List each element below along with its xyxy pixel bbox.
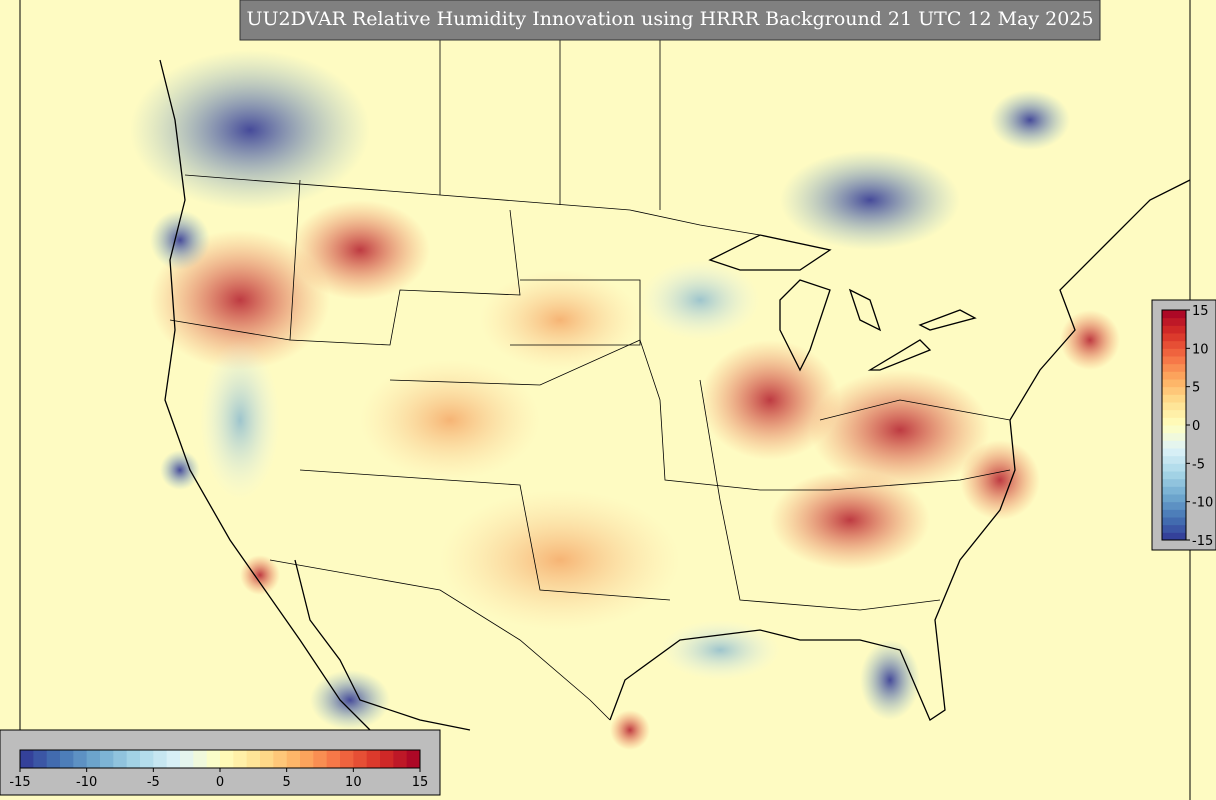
colorbar-tick-label: 10 bbox=[1192, 342, 1209, 357]
colorbar-tick-label: -5 bbox=[147, 775, 160, 790]
colorbar-step bbox=[153, 750, 168, 768]
colorbar-tick-label: 0 bbox=[1192, 419, 1200, 434]
colorbar-step bbox=[1162, 325, 1186, 334]
title-box bbox=[239, 0, 1101, 41]
colorbar-step bbox=[1162, 524, 1186, 533]
colorbar-step bbox=[20, 750, 34, 768]
colorbar-step bbox=[393, 750, 408, 768]
colorbar-step bbox=[380, 750, 394, 768]
colorbar-step bbox=[1162, 317, 1186, 326]
colorbar-step bbox=[273, 750, 288, 768]
colorbar-tick-label: 10 bbox=[345, 775, 362, 790]
colorbar-step bbox=[260, 750, 274, 768]
colorbar-step bbox=[1162, 432, 1186, 441]
colorbar-step bbox=[1162, 463, 1186, 472]
colorbar-step bbox=[353, 750, 368, 768]
colorbar-step bbox=[206, 750, 221, 768]
colorbar-step bbox=[1162, 471, 1186, 480]
colorbar-step bbox=[86, 750, 101, 768]
colorbar-step bbox=[313, 750, 328, 768]
colorbar-tick-label: -10 bbox=[1192, 496, 1213, 511]
colorbar-step bbox=[1162, 340, 1186, 349]
colorbar-step bbox=[140, 750, 154, 768]
colorbar-step bbox=[73, 750, 88, 768]
colorbar-step bbox=[406, 750, 421, 768]
colorbar-step bbox=[126, 750, 141, 768]
colorbar-step bbox=[1162, 448, 1186, 457]
colorbar-step bbox=[1162, 425, 1186, 434]
colorbar-step bbox=[1162, 310, 1186, 319]
colorbar-step bbox=[60, 750, 74, 768]
colorbar-step bbox=[1162, 356, 1186, 365]
colorbar-tick-label: 15 bbox=[1192, 304, 1209, 319]
colorbar-step bbox=[1162, 501, 1186, 510]
colorbar-step bbox=[1162, 486, 1186, 495]
colorbar-step bbox=[300, 750, 314, 768]
colorbar-step bbox=[1162, 394, 1186, 403]
colorbar-step bbox=[180, 750, 194, 768]
colorbar-tick-label: -15 bbox=[9, 775, 30, 790]
colorbar-step bbox=[1162, 363, 1186, 372]
colorbar-step bbox=[1162, 494, 1186, 503]
colorbar-step bbox=[1162, 379, 1186, 388]
colorbar-step bbox=[1162, 532, 1186, 541]
colorbar-tick-label: 0 bbox=[216, 775, 224, 790]
colorbar-step bbox=[46, 750, 61, 768]
colorbar-step bbox=[1162, 509, 1186, 518]
colorbar-tick-label: 5 bbox=[283, 775, 291, 790]
colorbar-step bbox=[1162, 371, 1186, 380]
colorbar-step bbox=[1162, 517, 1186, 526]
borders bbox=[169, 0, 1011, 721]
colorbar-step bbox=[1162, 348, 1186, 357]
colorbar-step bbox=[33, 750, 48, 768]
colorbar-step bbox=[166, 750, 181, 768]
colorbar-step bbox=[1162, 386, 1186, 395]
map-title: UU2DVAR Relative Humidity Innovation usi… bbox=[246, 8, 1093, 30]
colorbar-step bbox=[193, 750, 208, 768]
colorbar-step bbox=[246, 750, 261, 768]
colorbar-tick-label: -10 bbox=[76, 775, 97, 790]
colorbar-step bbox=[100, 750, 114, 768]
colorbar-step bbox=[1162, 455, 1186, 464]
colorbar-tick-label: 5 bbox=[1192, 381, 1200, 396]
colorbar-step bbox=[1162, 333, 1186, 342]
colorbar-step bbox=[220, 750, 234, 768]
colorbar-step bbox=[1162, 417, 1186, 426]
colorbar-tick-label: -15 bbox=[1192, 534, 1213, 549]
colorbar-step bbox=[1162, 409, 1186, 418]
colorbar-step bbox=[326, 750, 341, 768]
colorbar-step bbox=[340, 750, 354, 768]
colorbar-step bbox=[113, 750, 128, 768]
coastlines bbox=[159, 59, 1191, 741]
colorbar-step bbox=[1162, 402, 1186, 411]
colorbar-tick-label: -5 bbox=[1192, 457, 1205, 472]
colorbar-step bbox=[233, 750, 248, 768]
colorbar-step bbox=[1162, 478, 1186, 487]
colorbar-step bbox=[286, 750, 301, 768]
colorbar-tick-label: 15 bbox=[412, 775, 429, 790]
colorbar-step bbox=[1162, 440, 1186, 449]
colorbar-step bbox=[366, 750, 381, 768]
